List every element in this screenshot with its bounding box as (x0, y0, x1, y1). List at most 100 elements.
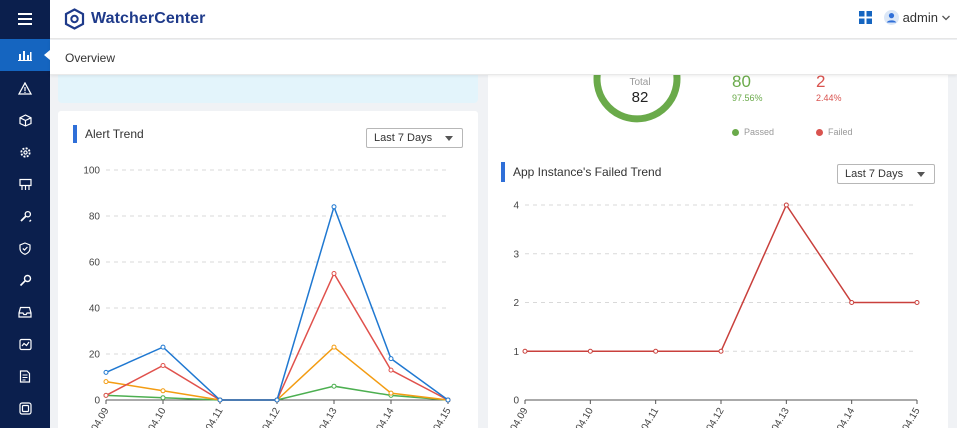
failed-trend-x-tick-label: 04.15 (901, 406, 923, 428)
alert-trend-point-red (160, 363, 166, 368)
sidebar-item-security[interactable] (0, 232, 50, 264)
alert-trend-x-tick-label: 04.13 (318, 406, 340, 428)
alert-trend-point-orange (388, 390, 394, 396)
hexagon-logo-icon (64, 8, 85, 30)
alert-trend-y-tick-label: 40 (89, 304, 101, 315)
failed-trend-x-tick-label: 04.10 (574, 406, 596, 428)
alert-trend-y-tick-label: 60 (89, 258, 101, 269)
failed-trend-point-failed (587, 348, 593, 354)
breadcrumb: Overview (50, 40, 957, 75)
legend-failed-label: Failed (828, 127, 853, 137)
hamburger-icon (18, 13, 32, 25)
alert-trend-point-blue (388, 356, 394, 362)
sidebar (0, 0, 50, 428)
chevron-down-icon (942, 15, 950, 20)
top-header: WatcherCenter admin (50, 0, 957, 39)
alert-trend-point-red (331, 271, 337, 276)
alert-trend-point-blue (445, 397, 451, 403)
alert-trend-point-blue (217, 397, 223, 403)
instance-summary-card: Total 82 80 97.56% 2 2.44% Passed Failed (488, 72, 948, 152)
alert-trend-y-tick-label: 0 (94, 396, 100, 407)
monitor-icon (18, 338, 32, 350)
sidebar-item-monitor[interactable] (0, 328, 50, 360)
alert-trend-x-tick-label: 04.10 (147, 406, 169, 428)
failed-trend-x-tick-label: 04.14 (835, 406, 857, 428)
alert-trend-series-line-blue (105, 204, 449, 401)
report-icon (19, 369, 31, 383)
failed-trend-y-tick-label: 2 (513, 298, 519, 309)
passed-dot (732, 128, 739, 136)
gear-icon (19, 146, 31, 158)
total-label: Total (629, 77, 651, 88)
sidebar-item-settings[interactable] (0, 136, 50, 168)
billboard-icon (18, 178, 32, 190)
menu-toggle-button[interactable] (0, 0, 50, 38)
failed-trend-point-failed (914, 300, 920, 305)
alert-trend-point-red (388, 367, 394, 373)
alert-trend-point-orange (103, 379, 109, 385)
apps-grid-icon[interactable] (858, 11, 872, 24)
alert-trend-x-tick-label: 04.09 (90, 406, 112, 428)
failed-trend-range-select[interactable]: Last 7 Days (837, 164, 935, 184)
alert-trend-x-tick-label: 04.15 (432, 406, 454, 428)
failed-trend-point-failed (653, 348, 659, 354)
user-menu[interactable]: admin (883, 10, 951, 25)
failed-trend-title: App Instance's Failed Trend (513, 165, 662, 179)
info-banner (58, 72, 478, 103)
alert-trend-x-tick-label: 04.14 (375, 406, 397, 428)
total-donut (593, 72, 681, 123)
sidebar-item-search[interactable] (0, 264, 50, 296)
failed-trend-point-failed (849, 300, 855, 305)
sidebar-item-packages[interactable] (0, 104, 50, 136)
alert-trend-point-orange (331, 344, 337, 350)
failed-trend-point-failed (522, 348, 528, 354)
failed-percent: 2.44% (816, 93, 842, 103)
alert-trend-point-green (160, 395, 166, 401)
alert-trend-point-blue (103, 369, 109, 375)
alert-trend-x-tick-label: 04.12 (261, 406, 283, 428)
alert-trend-range-value: Last 7 Days (374, 132, 433, 144)
total-value: 82 (631, 89, 649, 106)
failed-value: 2 (816, 72, 826, 91)
alert-trend-y-tick-label: 20 (89, 350, 101, 361)
sidebar-item-storage[interactable] (0, 392, 50, 424)
alert-trend-point-orange (160, 388, 166, 394)
failed-trend-x-tick-label: 04.11 (640, 406, 662, 428)
legend-failed[interactable]: Failed (816, 127, 853, 137)
alert-trend-title: Alert Trend (85, 127, 144, 141)
failed-stat: 2 2.44% (816, 72, 842, 103)
failed-trend-y-tick-label: 3 (513, 249, 519, 260)
sidebar-item-tools[interactable] (0, 200, 50, 232)
passed-percent: 97.56% (732, 93, 763, 103)
legend-passed[interactable]: Passed (732, 127, 774, 137)
sidebar-item-reports[interactable] (0, 360, 50, 392)
failed-trend-range-value: Last 7 Days (845, 168, 904, 180)
warning-icon (18, 81, 32, 95)
alert-trend-card: Alert Trend Last 7 Days 0 20 40 60 80 100 04.0… (58, 111, 478, 428)
alert-trend-point-blue (160, 344, 166, 350)
failed-trend-y-tick-label: 0 (513, 396, 519, 407)
sidebar-item-overview[interactable] (0, 39, 50, 71)
database-icon (18, 401, 32, 415)
title-accent-bar (73, 125, 77, 143)
inbox-icon (18, 306, 32, 318)
failed-trend-series-line-failed (525, 203, 917, 352)
sidebar-item-alerts[interactable] (0, 72, 50, 104)
alert-trend-svg: 0 20 40 60 80 100 04.09 04.10 04.11 04.12 04.13 04.… (83, 166, 454, 428)
chart-icon (18, 51, 32, 61)
app-title: WatcherCenter (91, 10, 206, 27)
sidebar-item-inbox[interactable] (0, 296, 50, 328)
app-logo[interactable]: WatcherCenter (64, 8, 206, 30)
shield-icon (19, 241, 31, 255)
alert-trend-y-tick-label: 80 (89, 212, 101, 223)
alert-trend-range-select[interactable]: Last 7 Days (366, 128, 463, 148)
failed-trend-svg: 0 1 2 3 4 04.09 04.10 04.11 04.12 04.13 04.14 04.15 (509, 201, 923, 428)
failed-trend-x-tick-label: 04.09 (509, 406, 531, 428)
alert-trend-point-red (103, 392, 109, 398)
active-pointer (44, 50, 50, 60)
failed-trend-y-tick-label: 1 (513, 347, 519, 358)
box-icon (18, 113, 32, 127)
sidebar-item-board[interactable] (0, 168, 50, 200)
failed-trend-point-failed (783, 202, 789, 208)
failed-dot (816, 128, 823, 136)
